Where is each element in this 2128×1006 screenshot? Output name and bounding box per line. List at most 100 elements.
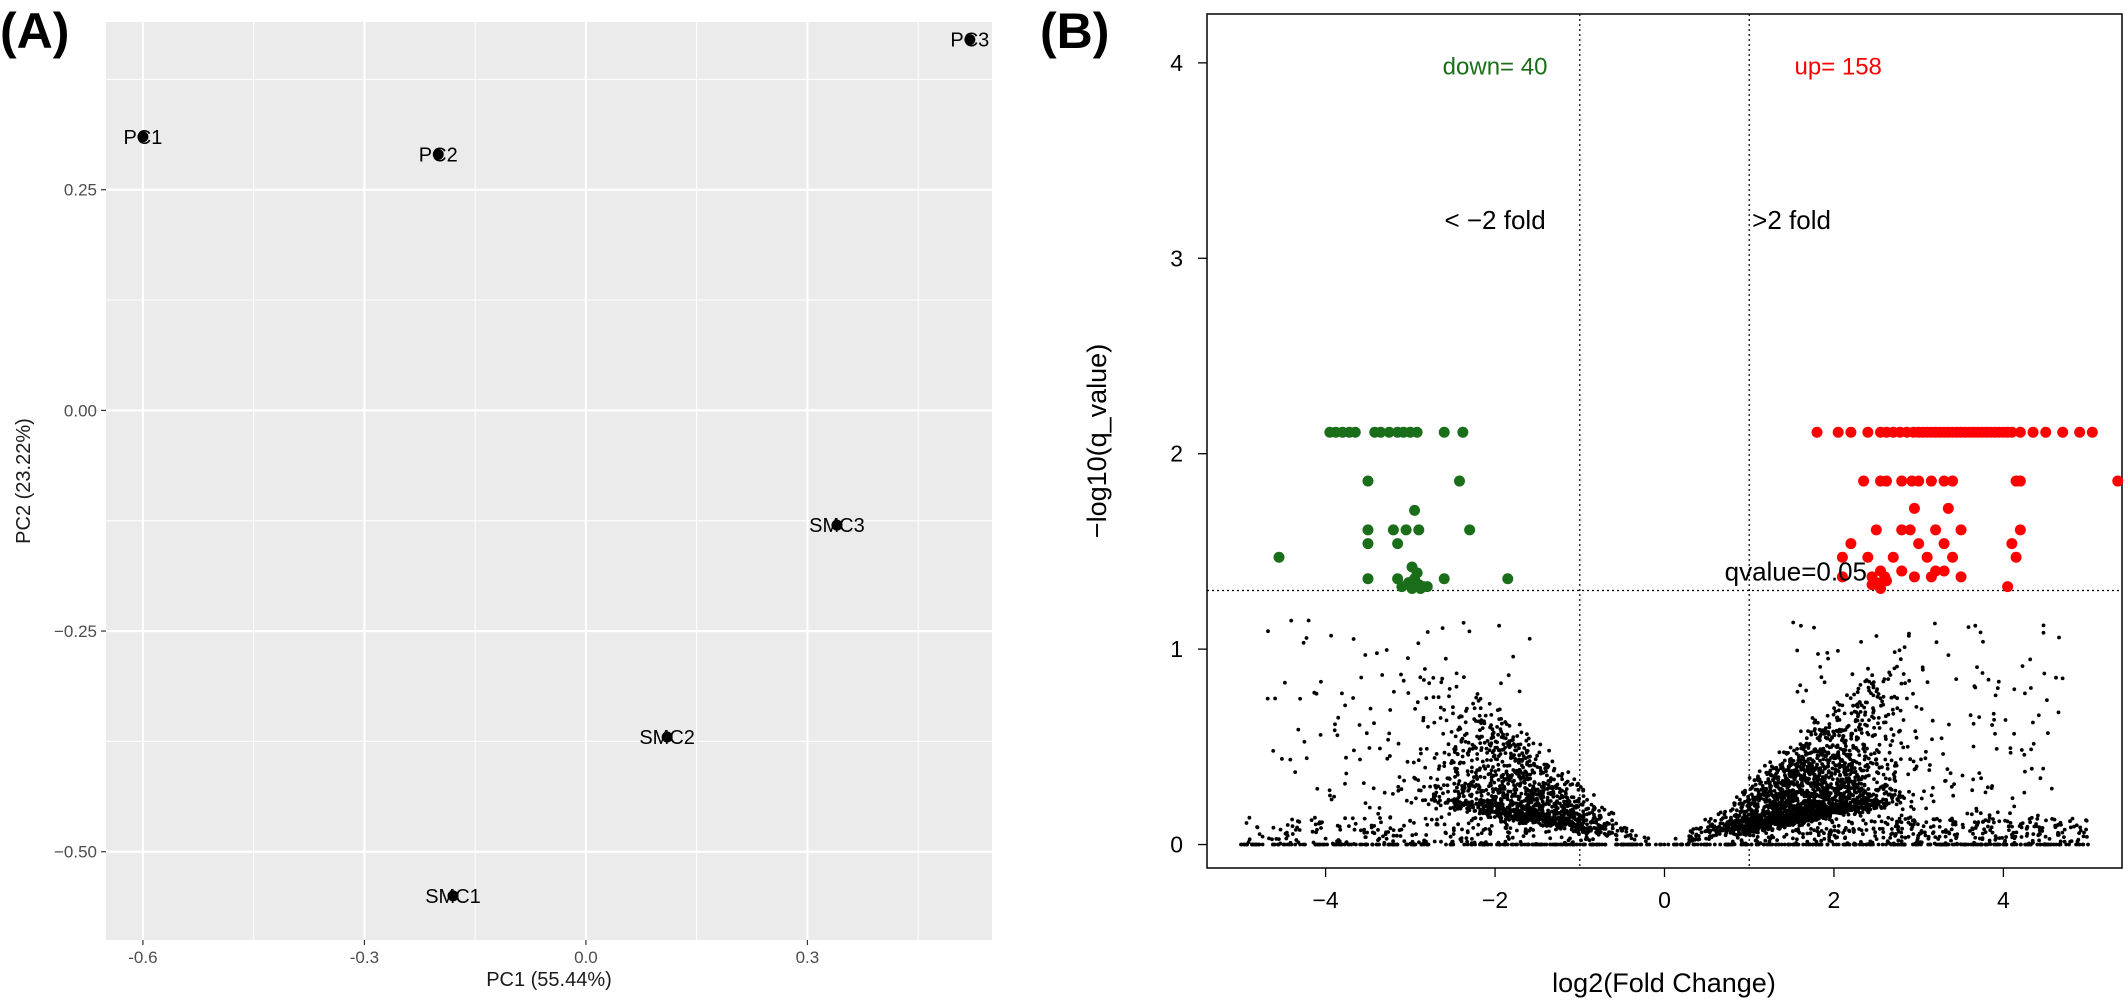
gene-point <box>1478 741 1483 745</box>
gene-point <box>1877 750 1881 755</box>
gene-point <box>1455 806 1460 811</box>
gene-point <box>1783 782 1788 787</box>
gene-point <box>1906 834 1911 839</box>
gene-point <box>1591 837 1595 842</box>
gene-point <box>1815 762 1819 767</box>
gene-point <box>1802 772 1807 777</box>
gene-point <box>1755 835 1760 839</box>
gene-point <box>1728 822 1733 827</box>
gene-point <box>1800 783 1805 788</box>
down-regulated-point <box>1406 583 1418 595</box>
gene-point <box>1481 764 1486 769</box>
gene-point <box>1498 787 1503 792</box>
gene-point <box>1960 773 1965 778</box>
gene-point <box>1790 762 1794 767</box>
gene-point <box>1457 792 1461 797</box>
gene-point <box>1859 768 1864 773</box>
gene-point <box>1823 749 1827 754</box>
gene-point <box>1837 718 1842 722</box>
gene-point <box>1273 696 1277 701</box>
gene-point <box>1478 728 1482 732</box>
gene-point <box>1912 822 1916 827</box>
gene-point <box>1812 812 1816 816</box>
gene-point <box>1815 810 1820 814</box>
panel-a-plot-area <box>106 22 992 940</box>
gene-point <box>1595 829 1600 833</box>
gene-point <box>1812 776 1817 781</box>
gene-point <box>1485 739 1490 743</box>
gene-point <box>1478 774 1483 779</box>
gene-point <box>1770 833 1774 838</box>
gene-point <box>1859 640 1863 644</box>
gene-point <box>1941 752 1945 756</box>
gene-point <box>1402 778 1406 783</box>
gene-point <box>1851 782 1856 787</box>
gene-point <box>1552 842 1556 847</box>
gene-point <box>1436 695 1441 700</box>
gene-point <box>1496 778 1501 782</box>
gene-point <box>1776 792 1781 797</box>
gene-point <box>1768 760 1773 765</box>
gene-point <box>1919 757 1923 762</box>
gene-point <box>1878 765 1882 770</box>
gene-point <box>1836 823 1841 828</box>
gene-point <box>1690 839 1694 843</box>
gene-point <box>1496 767 1501 772</box>
gene-point <box>1806 729 1810 733</box>
gene-point <box>1705 842 1709 847</box>
gene-point <box>1285 823 1290 827</box>
gene-point <box>1792 748 1796 753</box>
up-regulated-point <box>1811 426 1823 438</box>
gene-point <box>1470 799 1474 804</box>
gene-point <box>1842 781 1847 785</box>
gene-point <box>1990 784 1994 788</box>
gene-point <box>1799 623 1803 628</box>
gene-point <box>1792 782 1796 787</box>
gene-point <box>1416 641 1421 646</box>
gene-point <box>1607 821 1611 826</box>
pca-point <box>831 519 843 531</box>
down-regulated-point <box>1438 573 1450 585</box>
gene-point <box>1545 799 1550 804</box>
gene-point <box>1880 699 1884 704</box>
gene-point <box>1414 832 1418 837</box>
gene-point <box>1778 801 1783 806</box>
gene-point <box>1872 819 1877 824</box>
down-regulated-point <box>1413 524 1425 536</box>
gene-point <box>1802 790 1806 795</box>
gene-point <box>1825 651 1830 655</box>
gene-point <box>1784 832 1789 837</box>
gene-point <box>1528 813 1533 817</box>
gene-point <box>1526 743 1531 747</box>
gene-point <box>1792 768 1797 773</box>
gene-point <box>1738 797 1742 802</box>
gene-point <box>1874 757 1879 762</box>
gene-point <box>1780 796 1785 801</box>
gene-point <box>1353 821 1358 826</box>
gene-point <box>1933 835 1938 839</box>
gene-point <box>1811 787 1815 792</box>
gene-point <box>1823 729 1828 734</box>
gene-point <box>1803 750 1808 754</box>
gene-point <box>1447 776 1451 781</box>
gene-point <box>1539 768 1543 773</box>
gene-point <box>1466 789 1470 793</box>
gene-point <box>1793 794 1798 799</box>
gene-point <box>2029 686 2033 690</box>
gene-point <box>1441 731 1446 736</box>
gene-point <box>1903 681 1907 686</box>
gene-point <box>1951 793 1956 798</box>
gene-point <box>1388 826 1393 831</box>
gene-point <box>1372 721 1376 726</box>
gene-point <box>1455 751 1460 756</box>
gene-point <box>1520 810 1524 814</box>
up-regulated-point <box>2014 426 2026 438</box>
gene-point <box>1499 721 1504 726</box>
gene-point <box>1514 748 1519 753</box>
gene-point <box>1477 713 1482 718</box>
gene-point <box>1528 783 1532 787</box>
gene-point <box>1858 792 1863 797</box>
gene-point <box>1529 790 1533 795</box>
gene-point <box>1337 839 1342 844</box>
gene-point <box>1507 724 1512 728</box>
